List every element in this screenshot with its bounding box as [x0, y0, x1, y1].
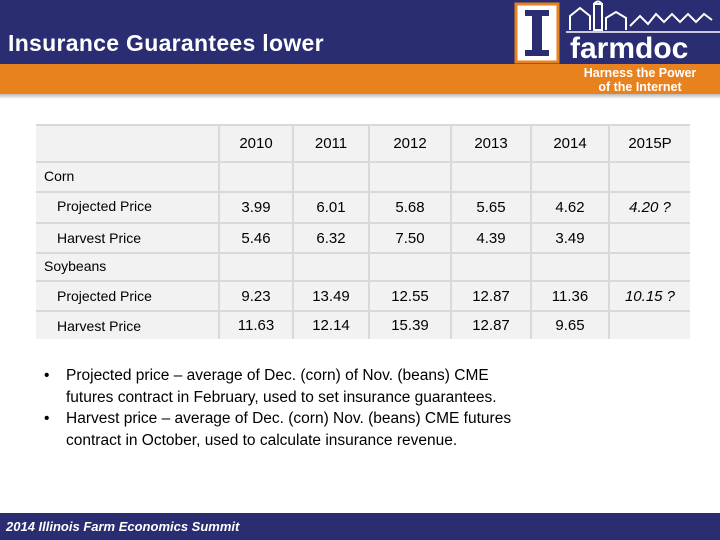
- row-label: Projected Price: [57, 288, 152, 304]
- table-cell: 4.62: [555, 199, 585, 216]
- table-cell: 12.14: [312, 317, 350, 334]
- table-cell: 5.68: [395, 199, 425, 216]
- table-cell: [610, 224, 690, 252]
- table-cell: 12.87: [472, 317, 510, 334]
- page-title: Insurance Guarantees lower: [8, 30, 324, 56]
- year-header: 2014: [553, 135, 587, 152]
- tagline-line-1: Harness the Power: [583, 66, 697, 80]
- year-header: 2015P: [628, 135, 672, 152]
- table-cell: 11.36: [551, 287, 589, 305]
- price-table-grid: [36, 124, 690, 339]
- footer-bar: [0, 513, 720, 540]
- bullet-line: contract in October, used to calculate i…: [66, 431, 458, 449]
- group-label-corn: Corn: [44, 168, 75, 184]
- row-label: Harvest Price: [57, 230, 142, 246]
- table-cell: 3.49: [555, 229, 585, 247]
- table-cell: 13.49: [312, 287, 350, 305]
- table-cell: 6.32: [316, 229, 346, 247]
- farmdoc-logo: farmdoc: [514, 0, 720, 65]
- table-cell: 5.65: [476, 199, 506, 216]
- table-cell: 10.15 ?: [624, 287, 676, 305]
- farmdoc-logo-graphic: farmdoc: [514, 0, 720, 65]
- table-cell: 9.65: [555, 317, 585, 334]
- table-cell: 6.01: [316, 199, 346, 216]
- table-cell: 3.99: [241, 199, 271, 216]
- table-cell: [610, 312, 690, 339]
- tagline-line-2: of the Internet: [598, 80, 682, 94]
- table-cell: 4.20 ?: [629, 199, 671, 216]
- year-header: 2010: [239, 135, 273, 152]
- header-shadow: [0, 94, 720, 99]
- bullet-list: • Projected price – average of Dec. (cor…: [44, 365, 684, 451]
- table-cell: 12.55: [391, 287, 429, 305]
- row-label: Projected Price: [57, 198, 152, 214]
- table-cell: 9.23: [241, 287, 271, 305]
- bullet-line: Projected price – average of Dec. (corn)…: [66, 367, 489, 384]
- row-label: Harvest Price: [57, 318, 142, 334]
- bullet-dot-icon: •: [44, 410, 50, 427]
- table-cell: 15.39: [391, 317, 429, 334]
- bullet-item: • Projected price – average of Dec. (cor…: [44, 365, 684, 408]
- table-cell: 4.39: [476, 229, 506, 247]
- year-header: 2012: [393, 135, 427, 152]
- bullet-item: • Harvest price – average of Dec. (corn)…: [44, 408, 684, 451]
- group-label-soybeans: Soybeans: [44, 258, 107, 274]
- table-cell: 7.50: [395, 229, 425, 247]
- table-cell: 11.63: [237, 317, 275, 334]
- bullet-line: Harvest price – average of Dec. (corn) N…: [66, 410, 512, 427]
- year-header: 2013: [474, 135, 508, 152]
- orange-band: [0, 64, 720, 94]
- bullet-line: futures contract in February, used to se…: [66, 388, 497, 406]
- table-cell: 12.87: [472, 287, 510, 305]
- bullet-dot-icon: •: [44, 367, 50, 384]
- logo-wordmark: farmdoc: [570, 32, 688, 64]
- footer-text: 2014 Illinois Farm Economics Summit: [6, 519, 240, 534]
- year-header: 2011: [314, 135, 348, 152]
- table-cell: 5.46: [241, 229, 271, 247]
- logo-tagline: Harness the Power of the Internet: [560, 66, 720, 94]
